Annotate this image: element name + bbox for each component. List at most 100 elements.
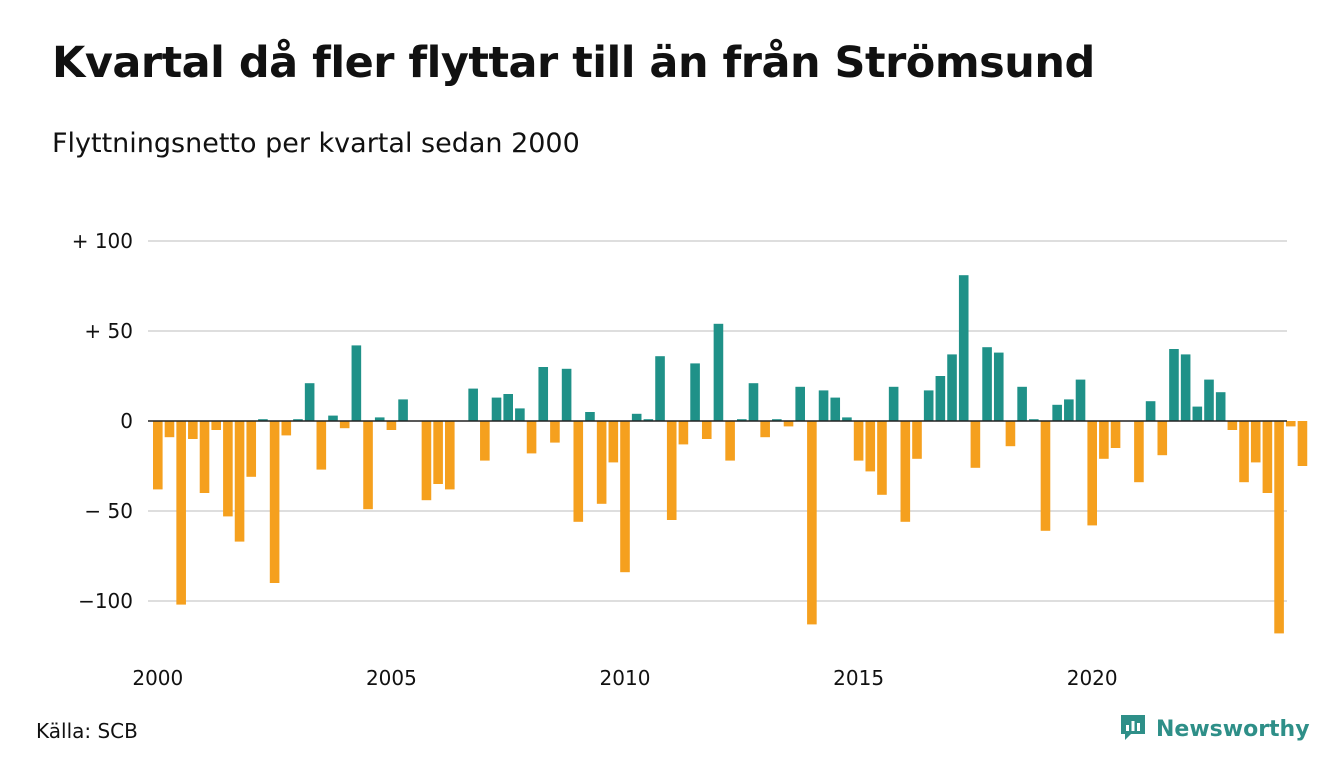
bar-2018-q2 [1005, 421, 1016, 447]
bar-2023-q3 [1250, 421, 1261, 463]
bar-2000-q3 [176, 421, 186, 605]
bar-2022-q1 [1180, 354, 1191, 421]
bar-2011-q3 [690, 363, 700, 421]
bar-2015-q1 [853, 421, 864, 461]
bar-2021-q3 [1157, 421, 1168, 456]
bar-2016-q1 [900, 421, 911, 522]
bar-2016-q4 [935, 376, 946, 421]
bar-2019-q4 [1075, 379, 1086, 421]
bar-2019-q3 [1064, 399, 1074, 421]
brand-name: Newsworthy [1156, 716, 1310, 742]
chart-subtitle: Flyttningsnetto per kvartal sedan 2000 [52, 128, 580, 159]
bar-2012-q2 [725, 421, 735, 461]
bar-2023-q2 [1239, 421, 1249, 483]
bar-2003-q4 [328, 415, 338, 421]
bar-2008-q3 [550, 421, 560, 443]
bar-2023-q4 [1262, 421, 1273, 493]
x-tick-label: 2010 [600, 666, 651, 690]
bar-2004-q3 [363, 421, 373, 510]
bar-2001-q2 [211, 421, 221, 430]
bar-2014-q3 [830, 397, 841, 421]
bar-2001-q4 [234, 421, 245, 542]
x-tick-label: 2000 [132, 666, 183, 690]
x-axis-ticks: 2000 2005 2010 2015 2020 [132, 666, 1117, 690]
bar-2013-q4 [795, 386, 805, 421]
bar-2012-q1 [713, 323, 724, 421]
bar-2011-q2 [678, 421, 689, 445]
bar-2010-q1 [620, 421, 630, 573]
bar-2020-q2 [1099, 421, 1109, 459]
bar-2002-q2 [258, 419, 268, 421]
y-axis-ticks: + 100 + 50 0 − 50 −100 [72, 229, 133, 613]
x-tick-label: 2005 [366, 666, 417, 690]
bar-2013-q3 [783, 421, 794, 427]
bar-2012-q3 [737, 419, 747, 421]
y-tick-label: + 100 [72, 229, 133, 253]
bar-2008-q1 [526, 421, 537, 454]
bar-2004-q4 [374, 417, 385, 421]
bar-2009-q4 [608, 421, 619, 463]
bar-2013-q1 [760, 421, 770, 438]
bar-2004-q1 [339, 421, 350, 429]
y-tick-label: 0 [120, 409, 133, 433]
bar-2015-q4 [888, 386, 899, 421]
bar-2006-q4 [468, 388, 478, 421]
bar-2005-q4 [421, 421, 432, 501]
x-tick-label: 2020 [1067, 666, 1118, 690]
bar-2022-q4 [1215, 392, 1226, 421]
bar-2016-q3 [923, 390, 934, 421]
bar-2000-q1 [153, 421, 163, 490]
bar-2015-q3 [877, 421, 887, 495]
bar-2001-q3 [223, 421, 233, 517]
bar-2010-q3 [643, 419, 654, 421]
y-tick-label: −100 [78, 589, 133, 613]
bar-2007-q4 [515, 408, 525, 421]
bar-2019-q1 [1040, 421, 1051, 531]
bar-2013-q2 [772, 419, 782, 421]
bar-2018-q1 [993, 352, 1004, 421]
bar-2019-q2 [1052, 404, 1062, 421]
bars [153, 275, 1308, 634]
bar-2008-q4 [561, 368, 572, 421]
bar-2010-q4 [655, 356, 665, 421]
bar-2010-q2 [631, 413, 642, 421]
bar-2012-q4 [748, 383, 759, 421]
bar-2003-q3 [316, 421, 327, 470]
y-tick-label: + 50 [84, 319, 133, 343]
bar-2000-q2 [164, 421, 175, 438]
bar-2011-q4 [701, 421, 712, 439]
bar-2009-q3 [596, 421, 607, 504]
bar-2022-q3 [1204, 379, 1214, 421]
bar-2015-q2 [865, 421, 876, 472]
bar-2021-q2 [1145, 401, 1156, 421]
bar-2007-q1 [480, 421, 490, 461]
bar-2017-q1 [947, 354, 957, 421]
source-note: Källa: SCB [36, 719, 138, 743]
bar-2023-q1 [1227, 421, 1238, 430]
bar-2003-q2 [304, 383, 315, 421]
bar-2021-q1 [1134, 421, 1144, 483]
bar-2009-q1 [573, 421, 584, 522]
bar-2021-q4 [1169, 349, 1179, 421]
bar-2008-q2 [538, 367, 549, 421]
bar-2020-q3 [1110, 421, 1121, 448]
bar-2024-q3 [1297, 421, 1308, 466]
speech-bubble-bar-chart-icon [1118, 712, 1148, 746]
bar-2001-q1 [199, 421, 210, 493]
bar-2016-q2 [912, 421, 922, 459]
bar-2003-q1 [293, 419, 303, 421]
y-tick-label: − 50 [84, 499, 133, 523]
chart-title: Kvartal då fler flyttar till än från Str… [52, 38, 1095, 88]
bar-2009-q2 [585, 412, 595, 421]
bar-2020-q1 [1087, 421, 1097, 526]
bar-2017-q2 [958, 275, 969, 421]
bar-2014-q2 [818, 390, 829, 421]
bar-2022-q2 [1192, 406, 1203, 421]
bar-2004-q2 [351, 345, 362, 421]
bar-2007-q2 [491, 397, 502, 421]
bar-2018-q4 [1029, 419, 1039, 421]
bar-2002-q4 [281, 421, 292, 436]
bar-2011-q1 [666, 421, 677, 520]
x-tick-label: 2015 [833, 666, 884, 690]
